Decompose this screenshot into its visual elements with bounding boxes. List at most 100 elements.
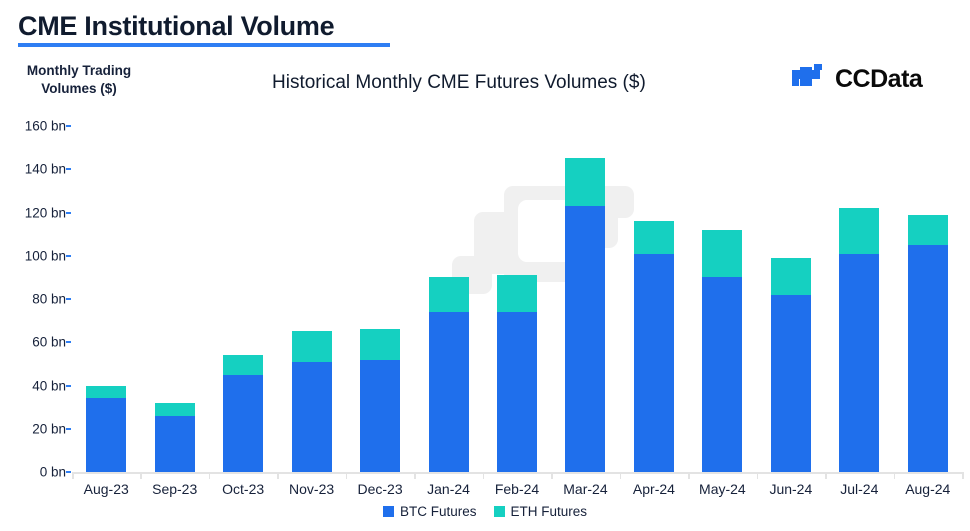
x-axis-tick-mark bbox=[345, 472, 348, 479]
x-axis-tick-mark bbox=[962, 472, 964, 479]
bar-segment-btc-futures[interactable] bbox=[565, 206, 606, 472]
x-axis-tick-mark bbox=[208, 472, 211, 479]
bar-segment-btc-futures[interactable] bbox=[839, 253, 880, 472]
y-axis-tick-mark bbox=[66, 211, 71, 214]
x-axis-tick-mark bbox=[72, 472, 74, 479]
bar-group[interactable] bbox=[907, 214, 948, 472]
x-axis-tick-label: Jul-24 bbox=[840, 481, 879, 497]
bar-group[interactable] bbox=[565, 158, 606, 472]
bar-segment-btc-futures[interactable] bbox=[907, 244, 948, 472]
y-axis-caption-line-2: Volumes ($) bbox=[41, 81, 117, 96]
bar-segment-btc-futures[interactable] bbox=[360, 359, 401, 472]
y-axis-tick-mark bbox=[66, 427, 71, 430]
bar-segment-eth-futures[interactable] bbox=[839, 208, 880, 254]
bar-group[interactable] bbox=[86, 385, 127, 472]
x-axis-tick-label: Jan-24 bbox=[427, 481, 470, 497]
y-axis-tick-label: 20 bn bbox=[32, 421, 66, 437]
x-axis-tick-mark bbox=[414, 472, 416, 479]
x-axis-tick-mark bbox=[688, 472, 690, 479]
bar-group[interactable] bbox=[154, 402, 195, 472]
x-axis-tick-mark bbox=[825, 472, 827, 479]
x-axis-tick-label: Apr-24 bbox=[632, 481, 675, 497]
x-axis-tick-mark bbox=[482, 472, 485, 479]
y-axis-tick-mark bbox=[66, 125, 71, 127]
x-axis-tick-label: Aug-23 bbox=[83, 481, 129, 497]
y-axis-tick-label: 60 bn bbox=[32, 334, 66, 350]
page-title: CME Institutional Volume bbox=[18, 11, 335, 41]
bar-segment-btc-futures[interactable] bbox=[702, 277, 743, 472]
x-axis-tick-label: Feb-24 bbox=[494, 481, 540, 497]
bar-segment-btc-futures[interactable] bbox=[497, 311, 537, 472]
bar-segment-eth-futures[interactable] bbox=[907, 214, 948, 245]
brand-wordmark: CCData bbox=[835, 64, 923, 93]
bar-segment-btc-futures[interactable] bbox=[86, 398, 127, 472]
legend-label: ETH Futures bbox=[510, 504, 588, 519]
bar-group[interactable] bbox=[633, 221, 674, 472]
legend-item[interactable]: BTC Futures bbox=[382, 504, 477, 519]
y-axis-tick-label: 0 bn bbox=[39, 464, 66, 480]
legend-swatch-icon bbox=[382, 506, 394, 517]
bar-segment-eth-futures[interactable] bbox=[633, 221, 674, 254]
x-axis-tick-mark bbox=[893, 472, 896, 479]
page-header: CME Institutional Volume bbox=[18, 10, 390, 47]
bar-segment-eth-futures[interactable] bbox=[291, 331, 332, 362]
bar-segment-btc-futures[interactable] bbox=[291, 361, 332, 472]
bar-segment-eth-futures[interactable] bbox=[154, 402, 195, 416]
x-axis-tick-label: Jun-24 bbox=[769, 481, 813, 497]
bar-group[interactable] bbox=[291, 331, 332, 472]
legend-item[interactable]: ETH Futures bbox=[493, 504, 588, 519]
y-axis-tick-label: 40 bn bbox=[32, 378, 66, 393]
bar-segment-eth-futures[interactable] bbox=[223, 355, 264, 375]
bar-group[interactable] bbox=[223, 355, 264, 472]
bar-segment-eth-futures[interactable] bbox=[86, 385, 127, 399]
legend-label: BTC Futures bbox=[399, 504, 477, 519]
bar-segment-eth-futures[interactable] bbox=[360, 329, 401, 360]
x-axis-tick-label: May-24 bbox=[699, 481, 746, 497]
bar-segment-btc-futures[interactable] bbox=[223, 374, 264, 472]
x-axis-tick-mark bbox=[619, 472, 622, 479]
y-axis-tick-label: 160 bn bbox=[24, 118, 66, 134]
bar-group[interactable] bbox=[497, 275, 537, 472]
bar-group[interactable] bbox=[702, 229, 743, 472]
brand-logo: CCData bbox=[792, 64, 923, 94]
bar-segment-btc-futures[interactable] bbox=[770, 294, 811, 472]
y-axis-tick-mark bbox=[66, 384, 71, 387]
y-axis-tick-mark bbox=[66, 168, 71, 171]
bar-group[interactable] bbox=[770, 257, 811, 472]
x-axis-tick-mark bbox=[551, 472, 553, 479]
ccdata-squares-logo-icon bbox=[792, 64, 826, 94]
x-axis-tick-mark bbox=[140, 472, 142, 479]
bar-segment-btc-futures[interactable] bbox=[154, 415, 195, 472]
y-axis-tick-mark bbox=[66, 341, 71, 344]
bar-segment-eth-futures[interactable] bbox=[702, 229, 743, 278]
chart-legend: BTC Futures ETH Futures bbox=[0, 504, 970, 519]
bar-group[interactable] bbox=[360, 329, 401, 472]
y-axis-caption: Monthly Trading Volumes ($) bbox=[6, 62, 152, 98]
y-axis-tick-label: 100 bn bbox=[24, 248, 66, 264]
bar-segment-btc-futures[interactable] bbox=[428, 311, 469, 472]
bar-segment-btc-futures[interactable] bbox=[633, 253, 674, 472]
x-axis-tick-label: Mar-24 bbox=[563, 481, 608, 497]
bar-group[interactable] bbox=[839, 208, 880, 472]
x-axis-line bbox=[72, 472, 962, 474]
y-axis-tick-label: 80 bn bbox=[32, 291, 66, 307]
y-axis-tick-label: 140 bn bbox=[24, 161, 66, 177]
bar-segment-eth-futures[interactable] bbox=[565, 158, 606, 207]
bar-segment-eth-futures[interactable] bbox=[428, 277, 469, 312]
x-axis-tick-label: Oct-23 bbox=[222, 481, 265, 497]
legend-swatch-icon bbox=[493, 506, 505, 517]
x-axis-tick-mark bbox=[277, 472, 279, 479]
bar-group[interactable] bbox=[428, 277, 469, 472]
y-axis-tick-mark bbox=[66, 298, 71, 300]
x-axis-tick-mark bbox=[756, 472, 759, 479]
x-axis-tick-label: Nov-23 bbox=[289, 481, 335, 497]
bar-segment-eth-futures[interactable] bbox=[497, 275, 537, 312]
x-axis-tick-label: Dec-23 bbox=[357, 481, 403, 497]
x-axis-tick-label: Aug-24 bbox=[905, 481, 951, 497]
y-axis-tick-mark bbox=[66, 471, 71, 473]
y-axis-tick-mark bbox=[66, 254, 71, 257]
title-underline-rule bbox=[18, 43, 390, 47]
bar-segment-eth-futures[interactable] bbox=[770, 257, 811, 295]
